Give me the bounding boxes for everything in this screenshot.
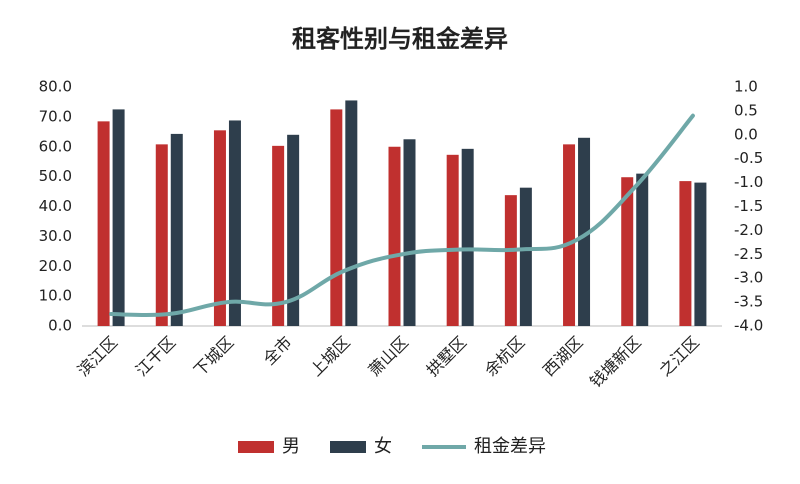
bar (461, 148, 474, 326)
y-tick-label: 50.0 (39, 167, 72, 185)
chart-title: 租客性别与租金差异 (292, 25, 508, 53)
bar (155, 144, 168, 326)
y2-tick-label: -3.5 (734, 293, 763, 311)
y-tick-label: 60.0 (39, 137, 72, 155)
legend-swatch (238, 441, 274, 453)
y2-tick-label: -1.0 (734, 173, 763, 191)
y-tick-label: 80.0 (39, 78, 72, 96)
bar (519, 187, 532, 326)
bar (563, 144, 576, 326)
y-tick-label: 70.0 (39, 107, 72, 125)
y2-tick-label: -2.0 (734, 221, 763, 239)
bar (403, 139, 416, 326)
legend-swatch (330, 441, 366, 453)
y-tick-label: 0.0 (48, 317, 72, 335)
y-tick-label: 40.0 (39, 197, 72, 215)
bar (345, 100, 358, 326)
y2-tick-label: -3.0 (734, 269, 763, 287)
bar (228, 120, 241, 327)
bar (621, 177, 634, 326)
bar (578, 137, 591, 326)
y-tick-label: 30.0 (39, 227, 72, 245)
y2-tick-label: 1.0 (734, 78, 758, 96)
y2-tick-label: -1.5 (734, 197, 763, 215)
y2-tick-label: -4.0 (734, 317, 763, 335)
legend-label: 男 (282, 436, 300, 457)
y2-tick-label: 0.5 (734, 101, 758, 119)
y-tick-label: 20.0 (39, 257, 72, 275)
y2-tick-label: -2.5 (734, 245, 763, 263)
bar (636, 173, 649, 326)
bar (679, 181, 692, 326)
bar (330, 109, 343, 326)
bar (97, 121, 110, 326)
bar (504, 195, 517, 326)
line (109, 113, 695, 318)
y-tick-label: 10.0 (39, 287, 72, 305)
bar (388, 146, 401, 326)
bar (287, 134, 300, 326)
bar (446, 154, 459, 326)
legend-label: 女 (374, 436, 392, 457)
bar (170, 133, 183, 326)
bar (213, 130, 226, 326)
y2-tick-label: -0.5 (734, 149, 763, 167)
bar (694, 182, 707, 326)
bar (272, 145, 285, 326)
legend-label: 租金差异 (474, 436, 546, 457)
bar (112, 109, 125, 326)
y2-tick-label: 0.0 (734, 125, 758, 143)
